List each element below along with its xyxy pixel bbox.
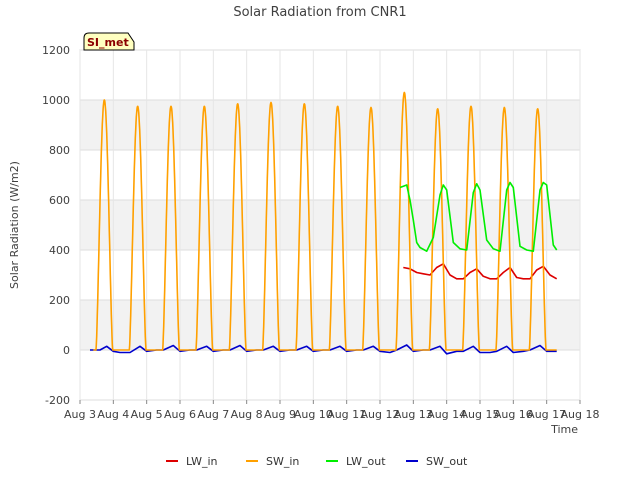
x-tick-label: Aug 12 — [361, 408, 400, 421]
legend-label: LW_out — [346, 455, 386, 468]
chart-title: Solar Radiation from CNR1 — [233, 5, 406, 20]
y-axis-label: Solar Radiation (W/m2) — [8, 161, 21, 289]
x-tick-label: Aug 3 — [64, 408, 96, 421]
y-tick-label: -200 — [45, 394, 70, 407]
x-tick-label: Aug 7 — [197, 408, 229, 421]
y-tick-label: 1200 — [42, 44, 70, 57]
x-tick-label: Aug 13 — [394, 408, 433, 421]
x-tick-label: Aug 8 — [231, 408, 263, 421]
legend-label: LW_in — [186, 455, 218, 468]
y-tick-label: 600 — [49, 194, 70, 207]
legend-label: SW_in — [266, 455, 299, 468]
background-bands — [80, 100, 580, 350]
x-tick-label: Aug 17 — [527, 408, 566, 421]
series-layer — [90, 91, 558, 355]
y-tick-label: 400 — [49, 244, 70, 257]
x-tick-label: Aug 14 — [427, 408, 466, 421]
band — [80, 200, 580, 250]
x-tick-label: Aug 4 — [97, 408, 129, 421]
x-tick-label: Aug 5 — [131, 408, 163, 421]
station-badge-label: SI_met — [87, 36, 129, 49]
y-tick-label: 200 — [49, 294, 70, 307]
x-axis-label: Time — [550, 423, 578, 436]
y-axis-ticks: -200 0 200 400 600 800 1000 1200 — [42, 44, 70, 407]
x-tick-label: Aug 10 — [294, 408, 333, 421]
y-tick-label: 1000 — [42, 94, 70, 107]
legend-label: SW_out — [426, 455, 468, 468]
series-line-lw-out — [399, 181, 558, 252]
y-tick-label: 0 — [63, 344, 70, 357]
x-tick-label: Aug 9 — [264, 408, 296, 421]
x-tick-label: Aug 18 — [561, 408, 600, 421]
x-tick-label: Aug 11 — [327, 408, 366, 421]
band — [80, 100, 580, 150]
station-badge: SI_met — [83, 32, 135, 51]
x-tick-label: Aug 15 — [461, 408, 500, 421]
x-tick-label: Aug 16 — [494, 408, 533, 421]
y-tick-label: 800 — [49, 144, 70, 157]
series-line-sw-in — [92, 91, 558, 351]
legend: LW_in SW_in LW_out SW_out — [166, 455, 468, 468]
x-tick-label: Aug 6 — [164, 408, 196, 421]
